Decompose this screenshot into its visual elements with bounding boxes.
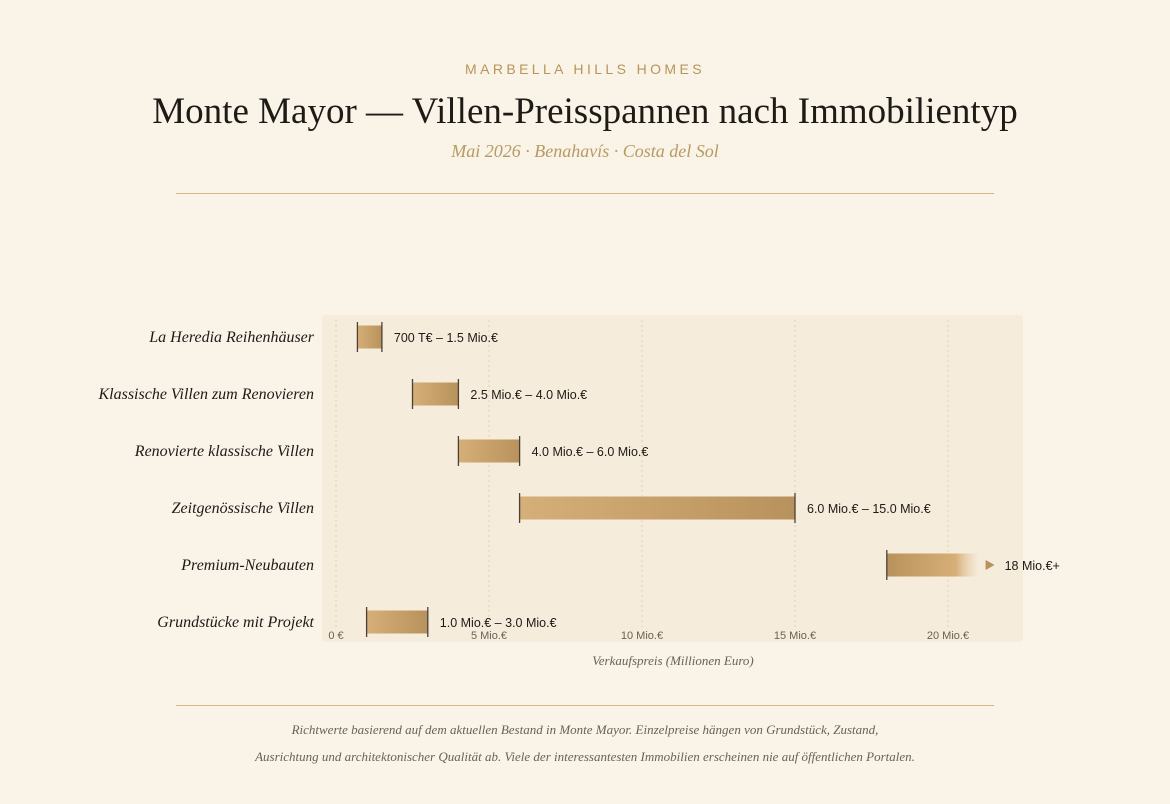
range-value-label: 18 Mio.€+ [1005, 559, 1060, 573]
range-value-label: 2.5 Mio.€ – 4.0 Mio.€ [470, 388, 587, 402]
range-value-label: 4.0 Mio.€ – 6.0 Mio.€ [532, 445, 649, 459]
footnote-line-1: Richtwerte basierend auf dem aktuellen B… [291, 722, 879, 737]
range-bar [412, 382, 459, 406]
page-subtitle: Mai 2026 · Benahavís · Costa del Sol [451, 141, 719, 161]
plot-area [322, 315, 1023, 642]
range-bar [886, 553, 979, 577]
open-end-arrow [985, 560, 995, 570]
range-value-label: 700 T€ – 1.5 Mio.€ [394, 331, 498, 345]
x-tick-label: 15 Mio.€ [774, 630, 816, 642]
category-label: La Heredia Reihenhäuser [148, 329, 314, 346]
bottom-divider [176, 705, 994, 706]
category-label: Klassische Villen zum Renovieren [97, 386, 314, 403]
range-bar [366, 610, 428, 634]
range-bar [458, 439, 520, 463]
page-title: Monte Mayor — Villen-Preisspannen nach I… [152, 91, 1018, 132]
x-tick-label: 0 € [328, 630, 343, 642]
category-label: Premium-Neubauten [180, 557, 314, 574]
x-tick-label: 5 Mio.€ [471, 630, 507, 642]
range-bar [357, 325, 382, 349]
range-value-label: 1.0 Mio.€ – 3.0 Mio.€ [440, 616, 557, 630]
brand-label: MARBELLA HILLS HOMES [465, 61, 705, 77]
top-divider [176, 193, 994, 194]
x-tick-label: 10 Mio.€ [621, 630, 663, 642]
category-label: Zeitgenössische Villen [172, 500, 314, 517]
range-value-label: 6.0 Mio.€ – 15.0 Mio.€ [807, 502, 931, 516]
range-bar [519, 496, 795, 520]
footnote: Richtwerte basierend auf dem aktuellen B… [175, 716, 995, 770]
x-tick-label: 20 Mio.€ [927, 630, 969, 642]
category-label: Renovierte klassische Villen [134, 443, 314, 460]
footnote-line-2: Ausrichtung und architektonischer Qualit… [255, 749, 915, 764]
x-axis-label: Verkaufspreis (Millionen Euro) [592, 653, 754, 668]
category-label: Grundstücke mit Projekt [157, 614, 314, 631]
